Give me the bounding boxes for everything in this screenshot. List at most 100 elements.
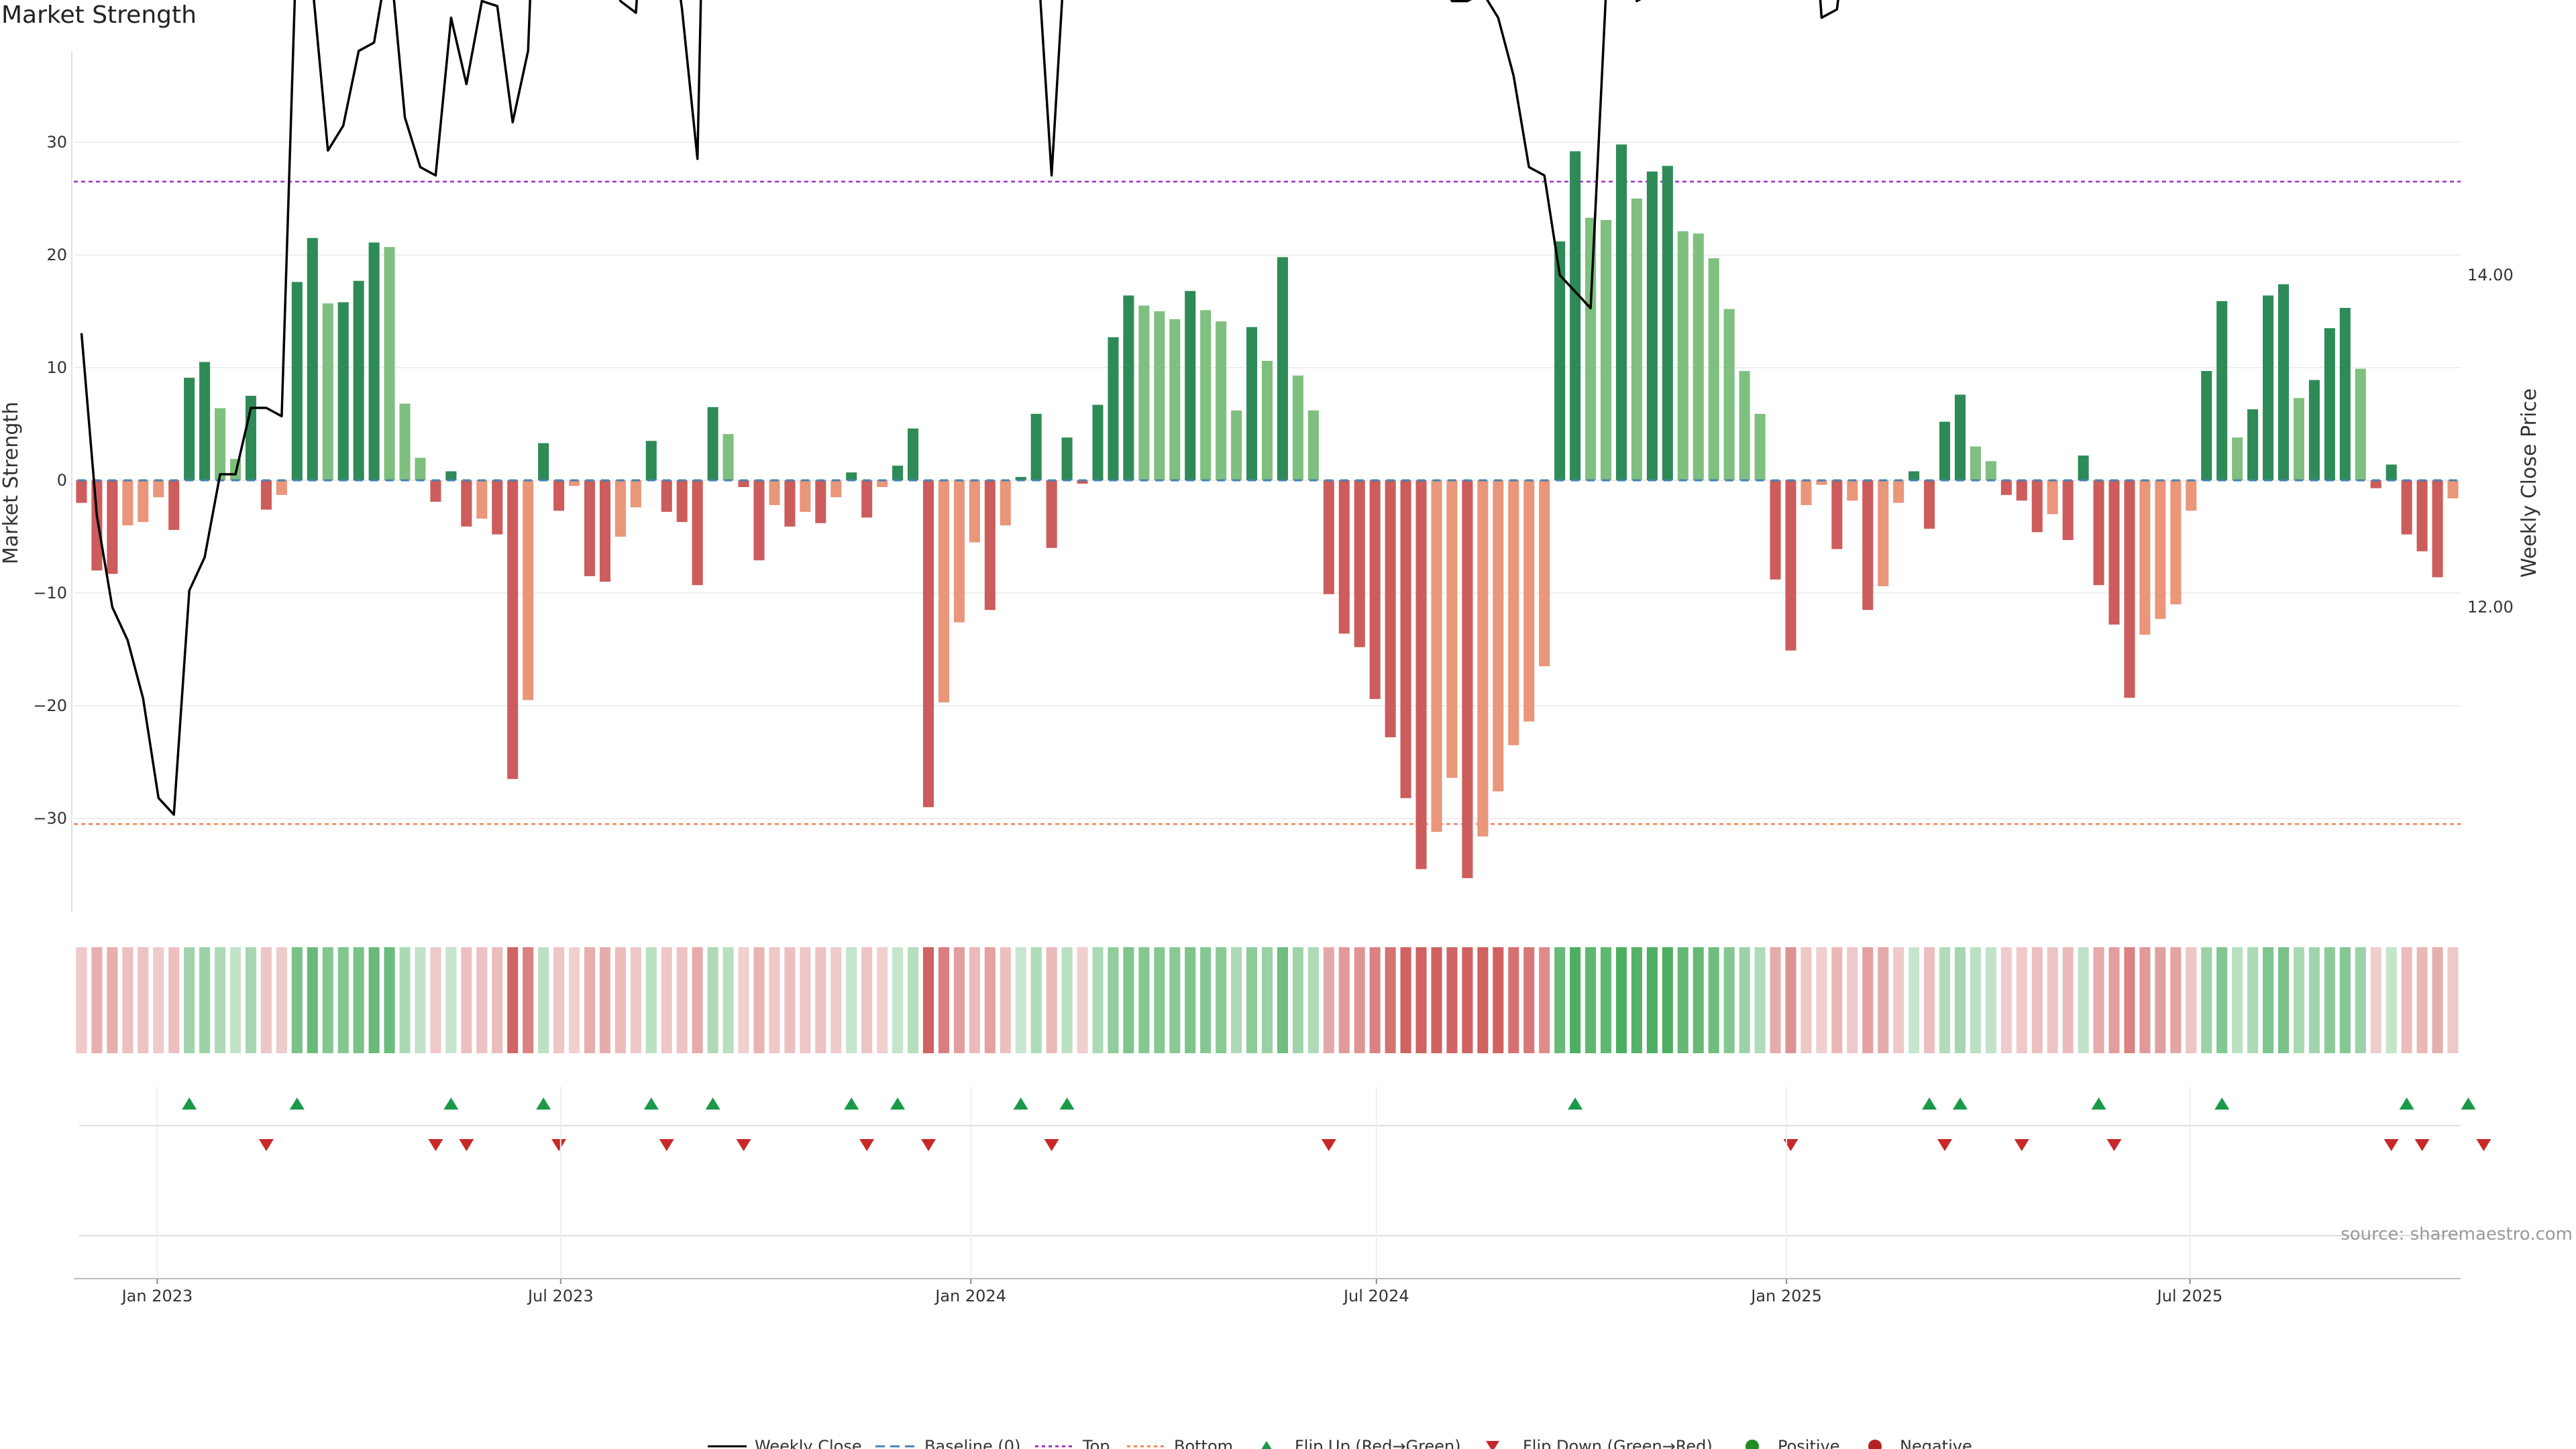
heat-cell	[1739, 947, 1750, 1053]
flip-down-icon	[859, 1139, 875, 1151]
heat-cell	[107, 947, 118, 1053]
legend: Weekly Close Baseline (0) Top Bottom Fli…	[708, 1437, 1972, 1449]
flip-up-icon	[1568, 1097, 1583, 1110]
flip-up-icon	[1952, 1097, 1968, 1110]
heat-cell	[584, 947, 596, 1053]
flip-up-icon	[705, 1097, 720, 1110]
flip-up-icon	[443, 1097, 459, 1110]
strength-bar	[353, 280, 364, 480]
strength-bar	[1862, 480, 1874, 610]
strength-bar	[2170, 480, 2182, 604]
heat-cell	[1723, 947, 1735, 1053]
flip-down-icon	[459, 1139, 474, 1151]
heat-cell	[1970, 947, 1981, 1053]
strength-bar	[1200, 310, 1212, 480]
heat-cell	[1770, 947, 1781, 1053]
heat-cell	[2324, 947, 2335, 1053]
strength-bar	[1185, 290, 1196, 480]
strength-bar	[2216, 301, 2228, 480]
heat-cell	[2078, 947, 2089, 1053]
heat-cell	[168, 947, 180, 1053]
strength-bar	[1015, 476, 1026, 480]
flip-up-icon	[1013, 1097, 1028, 1110]
strength-bar	[2186, 480, 2197, 511]
heat-cell	[1261, 947, 1273, 1053]
strength-bar	[1169, 319, 1181, 480]
strength-bar	[1970, 446, 1981, 480]
heat-cell	[1292, 947, 1303, 1053]
strength-bar	[1801, 480, 1812, 505]
strength-bar	[908, 428, 919, 480]
heat-cell	[2186, 947, 2197, 1053]
legend-positive: Positive	[1778, 1437, 1840, 1449]
heat-cell	[91, 947, 103, 1053]
flip-down-icon	[1321, 1139, 1336, 1151]
strength-bar	[2108, 480, 2120, 625]
y-tick-label: 20	[46, 246, 67, 264]
strength-bar	[2339, 307, 2351, 480]
legend-top: Top	[1082, 1437, 1110, 1449]
heat-cell	[2385, 947, 2397, 1053]
heat-cell	[1785, 947, 1796, 1053]
heat-cell	[969, 947, 980, 1053]
heat-cell	[2370, 947, 2381, 1053]
heat-cell	[722, 947, 734, 1053]
strength-bar	[753, 480, 765, 561]
strength-bar	[1477, 480, 1489, 837]
heat-cell	[1185, 947, 1196, 1053]
heat-cell	[753, 947, 765, 1053]
heat-cell	[676, 947, 688, 1053]
flip-down-icon	[2383, 1139, 2399, 1151]
strength-bar	[2385, 464, 2397, 480]
flip-down-icon	[258, 1139, 274, 1151]
heat-cell	[507, 947, 519, 1053]
flip-down-icon	[2106, 1139, 2122, 1151]
heat-cell	[1508, 947, 1519, 1053]
heat-cell	[1123, 947, 1134, 1053]
heat-cell	[2170, 947, 2182, 1053]
strength-bar	[784, 480, 796, 527]
strength-bar	[984, 480, 996, 610]
strength-bar	[938, 480, 949, 702]
heat-cell	[1662, 947, 1673, 1053]
strength-bar	[1585, 217, 1597, 480]
heat-cell	[1585, 947, 1597, 1053]
strength-bar	[1493, 480, 1504, 792]
heat-cell	[2416, 947, 2428, 1053]
strength-bar	[1939, 421, 1951, 480]
strength-bar	[2201, 371, 2212, 480]
heat-cell	[1847, 947, 1858, 1053]
strength-bar	[2293, 398, 2305, 480]
strength-bar	[1847, 480, 1858, 501]
flip-up-icon	[182, 1097, 197, 1110]
strength-bar	[2416, 480, 2428, 551]
heat-cell	[707, 947, 718, 1053]
strength-bar	[676, 480, 688, 523]
strength-bar	[1138, 305, 1150, 480]
strength-bar	[630, 480, 641, 508]
heat-cell	[1939, 947, 1951, 1053]
heat-cell	[1077, 947, 1088, 1053]
heat-cell	[2062, 947, 2074, 1053]
strength-bar	[892, 466, 904, 480]
heat-cell	[800, 947, 811, 1053]
strength-bar	[2078, 455, 2089, 480]
heat-cell	[2355, 947, 2366, 1053]
flip-down-icon	[920, 1139, 936, 1151]
heat-cell	[2139, 947, 2151, 1053]
heat-cell	[815, 947, 826, 1053]
strength-bar	[1662, 166, 1673, 480]
strength-bar	[553, 480, 565, 511]
heat-cell	[1000, 947, 1011, 1053]
flip-down-icon	[551, 1139, 567, 1151]
heat-cell	[1231, 947, 1242, 1053]
legend-positive-icon	[1746, 1440, 1759, 1449]
heat-cell	[1338, 947, 1350, 1053]
x-axis: Jan 2023 Jul 2023 Jan 2024 Jul 2024 Jan 2025…	[74, 1087, 2461, 1305]
heat-cell	[846, 947, 857, 1053]
legend-baseline: Baseline (0)	[924, 1437, 1020, 1449]
strength-bar	[2263, 295, 2274, 480]
heat-cell	[2232, 947, 2243, 1053]
heat-cell	[1015, 947, 1026, 1053]
